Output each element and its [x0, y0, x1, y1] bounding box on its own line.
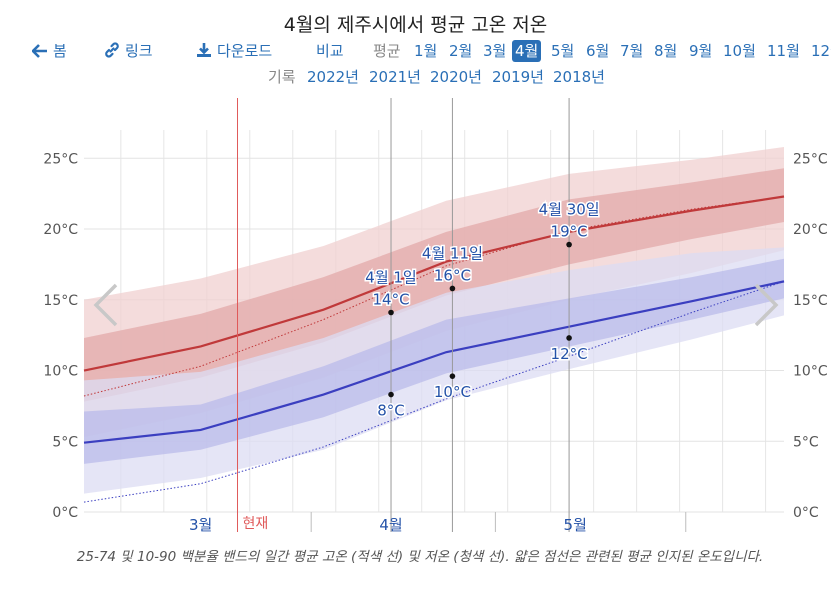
y-tick-label-left: 20°C [43, 222, 78, 238]
record-year-2022[interactable]: 2022년 [307, 68, 359, 86]
month-link-1[interactable]: 1월 [414, 42, 438, 60]
annotation-low-value: 8°C [377, 402, 405, 420]
month-link-2[interactable]: 2월 [449, 42, 473, 60]
link-label: 링크 [125, 42, 153, 60]
x-month-label: 4월 [379, 516, 402, 534]
x-month-label: 3월 [189, 516, 212, 534]
month-link-7[interactable]: 7월 [620, 42, 644, 60]
record-year-2018[interactable]: 2018년 [553, 68, 605, 86]
records-label: 기록 [268, 68, 296, 86]
next-month-arrow-icon[interactable] [752, 283, 780, 327]
low-feels-like-line [83, 280, 785, 503]
average-label: 평균 [373, 42, 401, 60]
download-label: 다운로드 [217, 42, 273, 60]
annotation-low-value: 10°C [434, 383, 471, 401]
download-button[interactable]: 다운로드 [196, 40, 272, 62]
download-icon [197, 43, 211, 57]
temperature-chart: 현재 4월 1일 14°C 8°C 4월 11일 16°C 10°C 4월 30일 19°C 12… [43, 98, 828, 534]
y-tick-label-left: 10°C [43, 364, 78, 380]
y-tick-label-left: 5°C [52, 434, 78, 450]
chain-link-icon [105, 42, 119, 58]
previous-month-arrow-icon[interactable] [92, 283, 120, 327]
month-link-5[interactable]: 5월 [551, 42, 575, 60]
annotation-high-value: 16°C [434, 266, 471, 284]
annotation-high-value: 19°C [551, 223, 588, 241]
high-feels-like-line [83, 196, 785, 397]
high-band-25-75 [84, 168, 784, 402]
y-tick-label-right: 0°C [793, 505, 819, 521]
chart-axes: 0°C 0°C 5°C 5°C 10°C 10°C 15°C 15°C 20°C 20°C 25°C… [43, 151, 827, 534]
low-annotation-dot [388, 391, 394, 398]
home-label: 봄 [53, 42, 67, 60]
low-annotation-dot [449, 373, 456, 379]
now-marker-label: 현재 [243, 516, 269, 532]
record-year-2021[interactable]: 2021년 [369, 68, 421, 86]
y-tick-label-left: 15°C [43, 293, 78, 309]
annotation-date: 4월 1일 [365, 269, 416, 287]
month-link-8[interactable]: 8월 [654, 42, 678, 60]
record-year-2019[interactable]: 2019년 [492, 68, 544, 86]
nav-bar: 봄 링크 다운로드 비교 평균 1월 2월 3월 4월 5월 6월 7월 8월 … [0, 40, 831, 62]
y-tick-label-left: 25°C [43, 151, 78, 167]
y-tick-label-right: 15°C [793, 293, 828, 309]
month-link-4-active[interactable]: 4월 [512, 40, 542, 62]
y-tick-label-right: 10°C [793, 364, 828, 380]
low-annotation-dot [566, 335, 572, 341]
page-title: 4월의 제주시에서 평균 고온 저온 [283, 14, 548, 36]
y-tick-label-right: 20°C [793, 222, 828, 238]
month-link-6[interactable]: 6월 [586, 42, 610, 60]
x-month-label: 5월 [564, 516, 587, 534]
compare-link[interactable]: 비교 [316, 42, 344, 60]
home-link[interactable]: 봄 [32, 40, 67, 62]
low-temp-line [83, 280, 785, 444]
annotation-high-value: 14°C [372, 291, 409, 309]
high-annotation-dot [388, 309, 394, 316]
month-link-12[interactable]: 12월 [811, 42, 831, 60]
y-tick-label-right: 25°C [793, 151, 828, 167]
month-link-10[interactable]: 10월 [723, 42, 756, 60]
record-year-2020[interactable]: 2020년 [430, 68, 482, 86]
month-link-11[interactable]: 11월 [767, 42, 800, 60]
link-button[interactable]: 링크 [104, 40, 153, 62]
annotation-low-value: 12°C [551, 345, 588, 363]
annotation-date: 4월 11일 [422, 244, 483, 262]
high-temp-line [83, 195, 785, 372]
y-tick-label-left: 0°C [52, 505, 78, 521]
arrow-left-icon [32, 44, 47, 58]
chart-marks: 현재 4월 1일 14°C 8°C 4월 11일 16°C 10°C 4월 30일 19°C 12… [237, 98, 601, 532]
chart-caption: 25-74 및 10-90 백분율 밴드의 일간 평균 고온 (적색 선) 및 … [76, 549, 764, 565]
series-lines [83, 195, 785, 503]
high-annotation-dot [449, 285, 456, 292]
annotation-date: 4월 30일 [539, 201, 600, 219]
records-bar: 기록 2022년 2021년 2020년 2019년 2018년 [0, 66, 831, 88]
month-link-9[interactable]: 9월 [689, 42, 713, 60]
y-tick-label-right: 5°C [793, 434, 819, 450]
month-link-3[interactable]: 3월 [483, 42, 507, 60]
high-annotation-dot [566, 241, 572, 248]
